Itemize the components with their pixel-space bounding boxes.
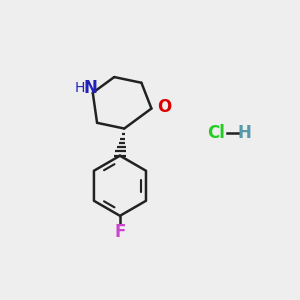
Text: N: N: [84, 80, 98, 98]
Text: F: F: [114, 223, 126, 241]
Text: H: H: [238, 124, 251, 142]
Text: O: O: [157, 98, 171, 116]
Text: Cl: Cl: [207, 124, 225, 142]
Text: H: H: [75, 82, 85, 95]
